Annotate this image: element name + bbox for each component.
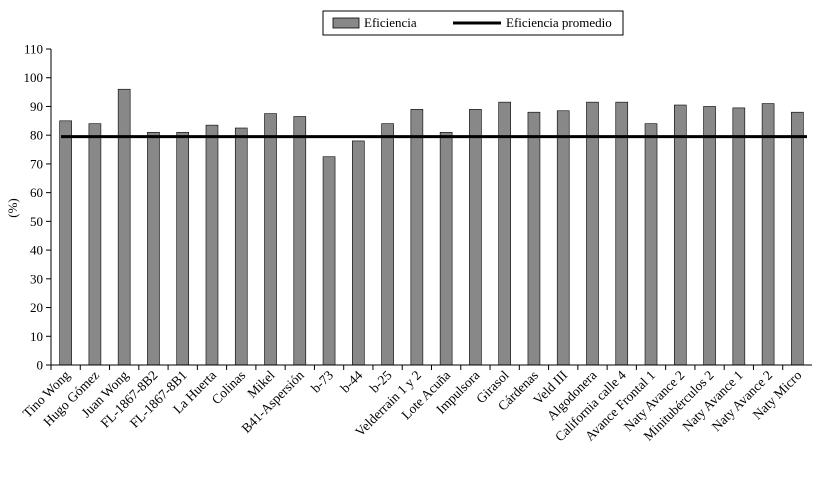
y-axis-label: (%) bbox=[5, 198, 20, 218]
y-tick-label: 10 bbox=[30, 329, 43, 344]
bar bbox=[527, 111, 541, 366]
bar bbox=[732, 107, 746, 366]
bar bbox=[88, 123, 102, 366]
bar bbox=[352, 140, 365, 366]
bar bbox=[586, 101, 599, 366]
bar bbox=[117, 88, 131, 366]
bar bbox=[293, 116, 307, 366]
bar bbox=[644, 123, 658, 366]
bar bbox=[703, 106, 716, 366]
y-tick-label: 0 bbox=[37, 358, 44, 373]
y-tick-label: 30 bbox=[30, 271, 43, 286]
bar bbox=[761, 103, 775, 366]
y-tick-label: 60 bbox=[30, 185, 43, 200]
bar bbox=[469, 109, 482, 366]
y-tick-label: 110 bbox=[24, 42, 43, 57]
bar bbox=[498, 101, 511, 366]
x-tick-label: b-73 bbox=[308, 367, 336, 395]
bars bbox=[50, 88, 804, 370]
x-tick-label: b-44 bbox=[337, 367, 365, 395]
bar bbox=[147, 132, 160, 366]
y-tick-label: 40 bbox=[30, 243, 43, 258]
y-tick-label: 100 bbox=[24, 70, 44, 85]
bar bbox=[264, 113, 277, 366]
y-axis: 0 10 20 30 40 50 60 70 80 90 100 110 bbox=[24, 42, 51, 373]
bar bbox=[439, 132, 453, 366]
bar bbox=[556, 110, 570, 366]
y-tick-label: 20 bbox=[30, 300, 43, 315]
legend: Eficiencia Eficiencia promedio bbox=[322, 10, 624, 36]
bar bbox=[381, 123, 394, 366]
bar bbox=[410, 109, 424, 366]
bar bbox=[791, 111, 804, 366]
legend-label-eficiencia: Eficiencia bbox=[364, 15, 417, 30]
x-tick-label: Colinas bbox=[209, 368, 249, 408]
legend-label-eficiencia-promedio: Eficiencia promedio bbox=[506, 15, 612, 30]
y-tick-label: 50 bbox=[30, 214, 43, 229]
y-tick-label: 90 bbox=[30, 99, 43, 114]
bar bbox=[322, 156, 336, 366]
bar bbox=[59, 120, 72, 366]
legend-swatch-eficiencia bbox=[332, 17, 360, 29]
bar bbox=[615, 101, 629, 366]
bar bbox=[176, 132, 190, 366]
bar bbox=[673, 104, 687, 366]
bar bbox=[205, 124, 219, 366]
bar bbox=[234, 127, 248, 366]
y-tick-label: 70 bbox=[30, 156, 43, 171]
axes bbox=[50, 49, 812, 366]
y-tick-label: 80 bbox=[30, 128, 43, 143]
